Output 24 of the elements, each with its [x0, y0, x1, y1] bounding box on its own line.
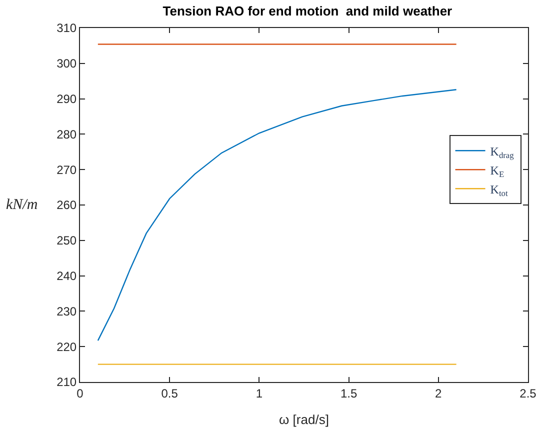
- y-tick-label: 280: [56, 127, 77, 142]
- x-tick-label: 2: [435, 386, 442, 400]
- y-tick-label: 220: [56, 340, 77, 354]
- y-tick-label: 260: [56, 198, 77, 212]
- x-tick-label: 1.5: [340, 386, 358, 400]
- line-series: [97, 89, 457, 342]
- y-tick-label: 310: [56, 21, 77, 36]
- y-tick-label: 290: [56, 92, 77, 106]
- legend-label: K$_{drag}$: [490, 144, 515, 160]
- y-tick-label: 230: [56, 304, 77, 318]
- legend-label: K$_{E}$: [490, 163, 504, 179]
- x-tick-label: 2.5: [520, 386, 537, 400]
- x-tick-label: 1: [256, 386, 263, 400]
- y-tick-label: 300: [56, 56, 77, 71]
- y-tick-label: 250: [56, 234, 77, 248]
- legend-label: K$_{tot}$: [490, 182, 508, 198]
- x-tick-label: 0.5: [161, 386, 178, 400]
- y-tick-label: 210: [56, 375, 77, 390]
- x-tick-label: 0: [76, 386, 84, 400]
- y-tick-label: 240: [56, 269, 77, 283]
- y-tick-label: 270: [56, 162, 77, 177]
- x-axis-title: ω [rad/s]: [279, 412, 329, 427]
- chart-title: Tension RAO for end motion and mild weather: [162, 4, 452, 19]
- y-axis-title: kN/m: [6, 197, 38, 213]
